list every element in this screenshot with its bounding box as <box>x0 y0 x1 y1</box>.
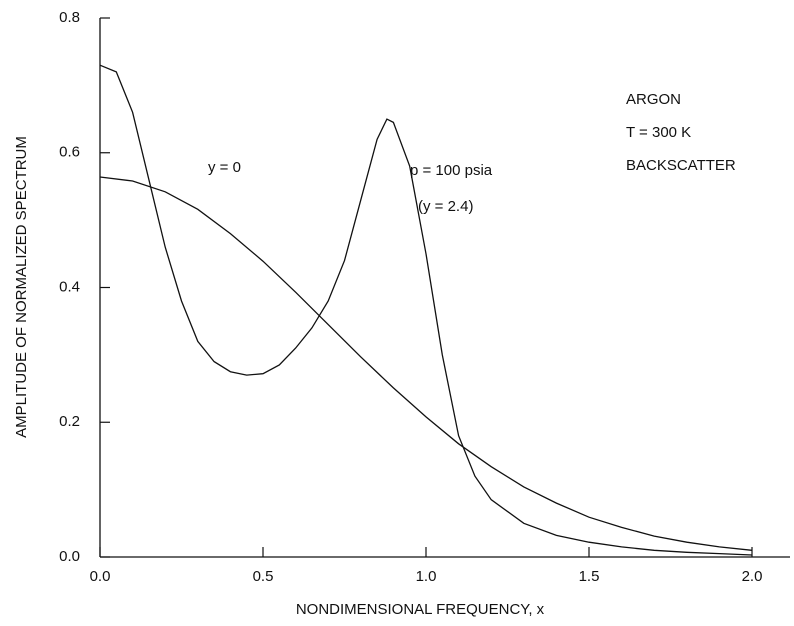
annotation: T = 300 K <box>626 124 691 141</box>
x-tick-label: 2.0 <box>742 568 763 585</box>
y-tick-label: 0.6 <box>59 144 80 161</box>
y-tick-label: 0.8 <box>59 9 80 26</box>
y-tick-label: 0.4 <box>59 278 80 295</box>
y-axis-label: AMPLITUDE OF NORMALIZED SPECTRUM <box>13 136 30 438</box>
y-tick-label: 0.2 <box>59 413 80 430</box>
annotation: BACKSCATTER <box>626 157 736 174</box>
series-line <box>99 176 753 551</box>
x-tick-label: 1.0 <box>416 568 437 585</box>
x-tick-label: 1.5 <box>579 568 600 585</box>
annotation: y = 0 <box>208 159 241 176</box>
x-tick-label: 0.0 <box>90 568 111 585</box>
x-tick-label: 0.5 <box>253 568 274 585</box>
y-tick-label: 0.0 <box>59 548 80 565</box>
x-axis-label: NONDIMENSIONAL FREQUENCY, x <box>296 601 545 618</box>
annotation: (y = 2.4) <box>418 198 473 215</box>
annotation: ARGON <box>626 91 681 108</box>
annotation: p = 100 psia <box>410 162 493 179</box>
series-line <box>99 64 753 556</box>
